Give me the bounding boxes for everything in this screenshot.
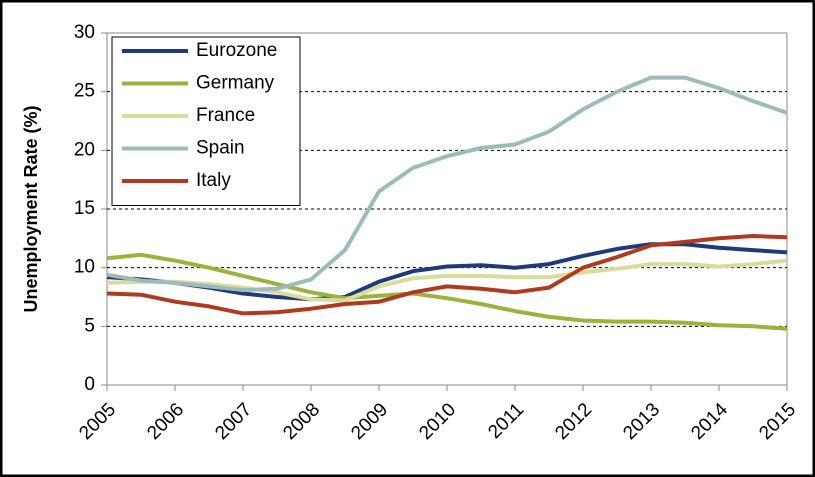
- legend-label: Italy: [196, 170, 231, 191]
- y-tick-label: 5: [84, 315, 95, 336]
- series-line: [106, 234, 788, 316]
- legend-label: Spain: [196, 138, 245, 159]
- y-tick-label: 0: [84, 374, 95, 395]
- y-tick-label: 30: [74, 22, 95, 43]
- legend-box: [111, 36, 301, 206]
- legend-label: France: [196, 105, 255, 126]
- y-tick-label: 25: [74, 81, 95, 102]
- series-line: [106, 258, 788, 303]
- y-tick-label: 20: [74, 139, 95, 160]
- y-axis-label: Unemployment Rate (%): [21, 105, 41, 312]
- series-line: [106, 75, 788, 292]
- y-tick-label: 15: [74, 198, 95, 219]
- legend-label: Germany: [196, 73, 275, 94]
- series-line: [106, 252, 788, 331]
- y-tick-label: 10: [74, 257, 95, 278]
- legend-label: Eurozone: [196, 40, 277, 61]
